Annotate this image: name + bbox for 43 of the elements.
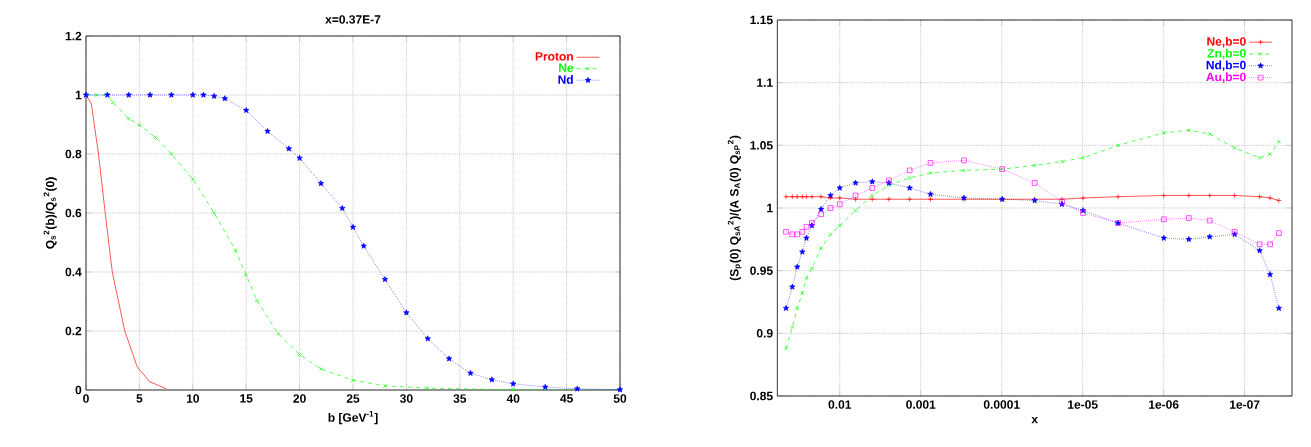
x-tick-label: 0.001 (906, 400, 936, 409)
x-tick-label: 0 (83, 394, 89, 403)
legend-label: Nd (558, 74, 573, 84)
x-tick-label: 5 (136, 394, 143, 403)
x-tick-label: 1e-07 (1230, 400, 1260, 409)
legend-label: Nd,b=0 (1206, 60, 1246, 72)
legend-label: Zn,b=0 (1207, 48, 1246, 60)
chart-title: x=0.37E-7 (325, 15, 381, 24)
y-tick-label: 0.95 (750, 266, 773, 275)
x-tick-label: 40 (506, 394, 520, 403)
y-tick-label: 0.85 (750, 391, 773, 401)
x-tick-label: 1e-06 (1149, 400, 1179, 409)
x-tick-label: 35 (453, 394, 467, 403)
x-axis-title: b [GeV$^{-1}$] (328, 411, 378, 425)
y-tick-label: 1.05 (750, 141, 773, 150)
x-tick-label: 30 (400, 394, 413, 403)
y-tick-label: 0.4 (65, 267, 82, 277)
legend-label: Proton (535, 52, 573, 61)
y-tick-label: 1 (75, 90, 82, 100)
y-axis-title: Q$_{s}$$^{2}$(b)/Q$_{s}$$^{2}$(0) (43, 177, 57, 249)
y-tick-label: 0.2 (65, 326, 82, 336)
x-tick-label: 25 (346, 394, 360, 403)
x-tick-label: 15 (240, 394, 253, 403)
y-tick-label: 0.8 (65, 149, 82, 159)
x-tick-label: 10 (186, 394, 199, 403)
x-tick-label: 0.0001 (983, 400, 1020, 409)
legend-label: Ne,b=0 (1207, 36, 1246, 48)
x-axis-title: x (1031, 417, 1038, 424)
y-tick-label: 0 (75, 385, 82, 395)
x-tick-label: 0.01 (828, 400, 852, 409)
legend-label: Au,b=0 (1206, 72, 1246, 83)
y-tick-label: 0.9 (756, 329, 773, 338)
x-tick-label: 1e-05 (1068, 400, 1098, 409)
y-tick-label: 1 (767, 203, 773, 213)
y-tick-label: 0.6 (65, 208, 82, 218)
text: (S$_{p}$(0) Q$_{sA}$$^{2}$)/(A S$_{A}$(0) Q$_{sP}$$^{2}$) (727, 135, 742, 281)
legend-label: Ne (559, 63, 574, 72)
y-tick-label: 1.2 (65, 31, 82, 41)
y-tick-label: 1.1 (757, 78, 773, 87)
x-tick-label: 20 (293, 394, 306, 403)
x-tick-label: 50 (613, 394, 627, 403)
x-tick-label: 45 (560, 394, 573, 403)
y-tick-label: 1.15 (750, 15, 773, 25)
